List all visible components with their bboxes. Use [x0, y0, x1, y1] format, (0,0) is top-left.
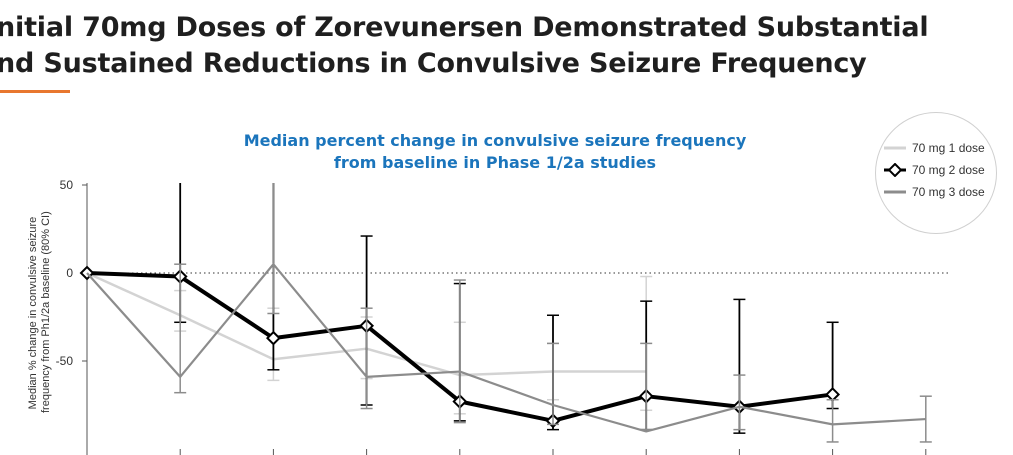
title-accent-rule	[0, 90, 70, 93]
chart-title: Median percent change in convulsive seiz…	[200, 130, 790, 174]
series-3-line	[86, 263, 926, 433]
legend-swatch-3-dose	[884, 190, 906, 194]
legend-label-2-dose: 70 mg 2 dose	[912, 163, 985, 177]
series-2-point-8	[825, 387, 841, 402]
slide-title-line-1: nitial 70mg Doses of Zorevunersen Demons…	[0, 12, 929, 43]
chart-title-line-1: Median percent change in convulsive seiz…	[243, 131, 747, 150]
legend-item-2-dose: 70 mg 2 dose	[884, 161, 985, 179]
legend-item-1-dose: 70 mg 1 dose	[884, 139, 985, 157]
series-2-point-2	[265, 330, 281, 346]
slide-title-line-2: nd Sustained Reductions in Convulsive Se…	[0, 48, 867, 79]
legend-item-3-dose: 70 mg 3 dose	[884, 183, 985, 201]
y-tick-label-50: 50	[60, 178, 74, 192]
legend: 70 mg 1 dose 70 mg 2 dose 70 mg 3 dose	[875, 112, 997, 234]
legend-swatch-2-dose	[884, 163, 906, 177]
legend-swatch-1-dose	[884, 146, 906, 150]
slide-title: nitial 70mg Doses of Zorevunersen Demons…	[0, 10, 929, 82]
y-tick-label--50: -50	[56, 354, 74, 368]
y-tick-label-0: 0	[66, 266, 73, 280]
legend-label-1-dose: 70 mg 1 dose	[912, 141, 985, 155]
chart-title-line-2: from baseline in Phase 1/2a studies	[333, 153, 657, 172]
legend-label-3-dose: 70 mg 3 dose	[912, 185, 985, 199]
